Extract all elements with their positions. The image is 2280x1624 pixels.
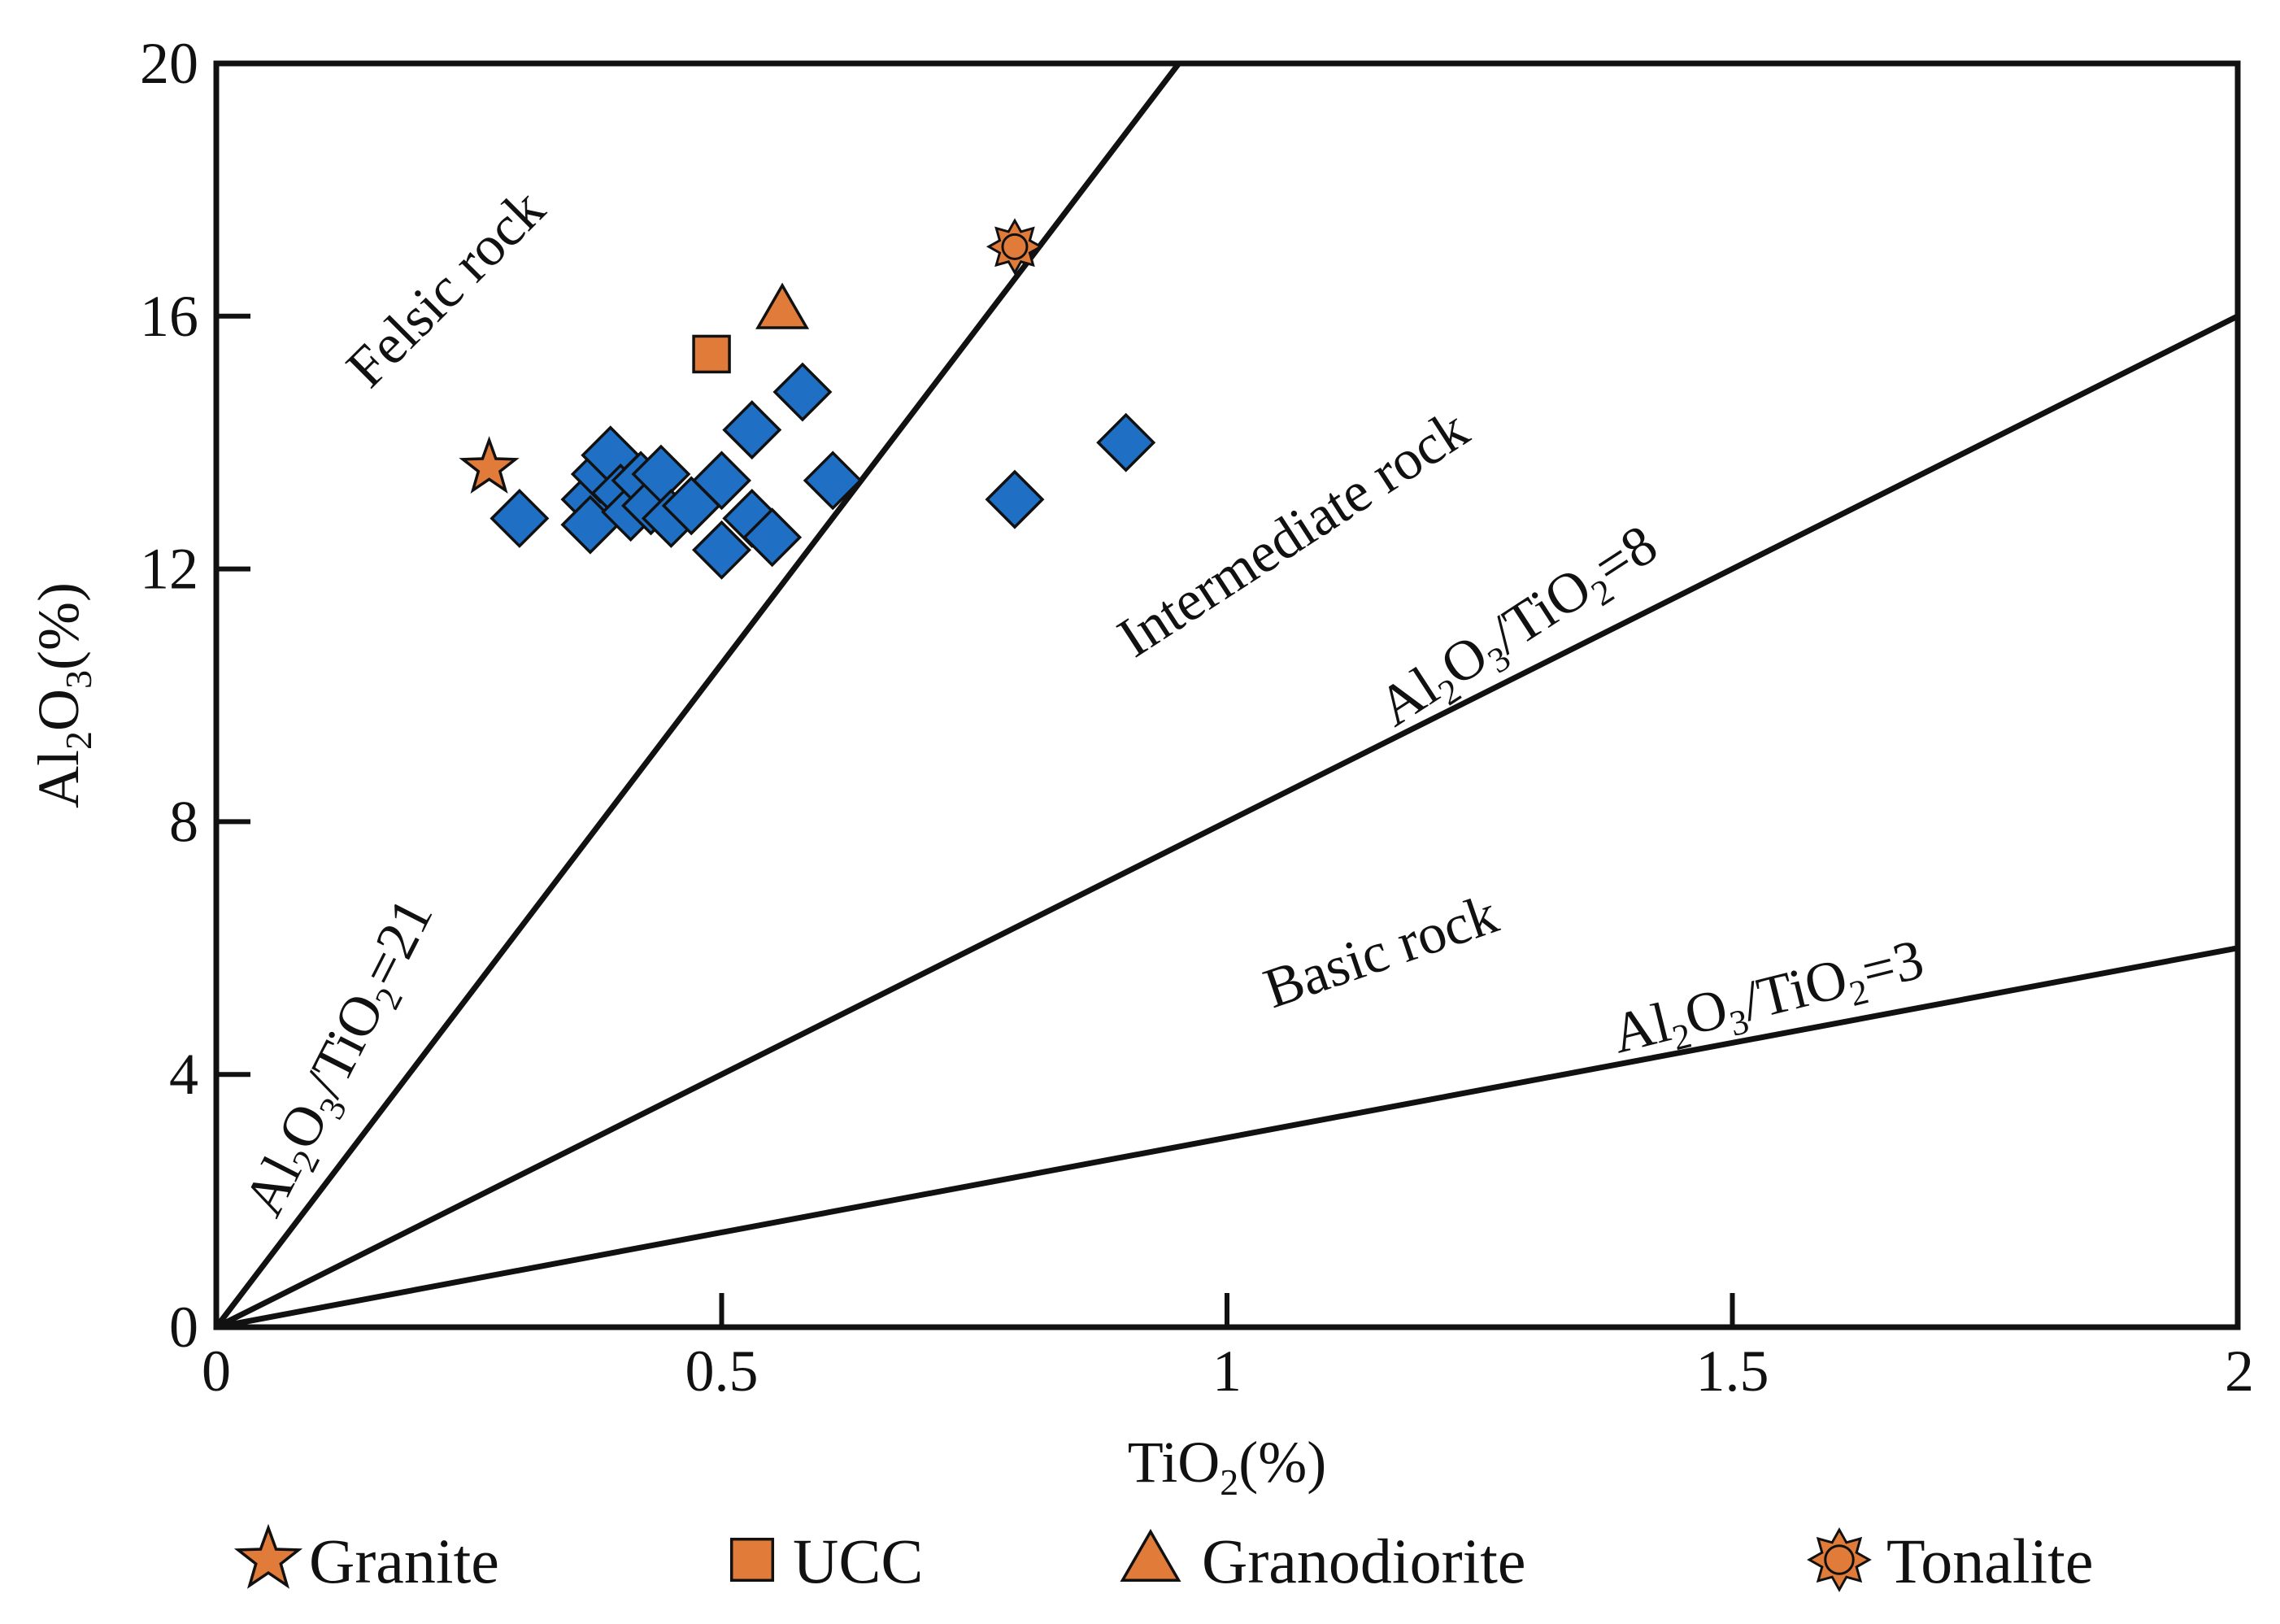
y-tick-label: 0 (169, 1295, 198, 1360)
sample-point (722, 400, 782, 460)
ratio-label-3: Al2O3/TiO2=3 (1606, 928, 1931, 1072)
reference-point-tonalite (986, 218, 1044, 276)
legend-marker-granodiorite (1120, 1528, 1181, 1583)
ratio-label-8: Al2O3/TiO2=8 (1368, 513, 1672, 744)
reference-point-granite (459, 436, 520, 494)
x-tick-label: 1 (1212, 1339, 1242, 1404)
ratio-line-21 (214, 61, 1181, 1330)
legend-marker-tonalite-core (1824, 1544, 1855, 1575)
x-tick-label: 1.5 (1696, 1339, 1769, 1404)
sample-point (692, 451, 751, 511)
y-axis-title: Al2O3(%) (26, 582, 99, 808)
y-tick-label: 16 (140, 284, 198, 349)
ratio-line-3 (215, 945, 2239, 1330)
sample-point (1096, 412, 1156, 472)
y-tick-label: 12 (140, 537, 198, 602)
y-tick-label: 4 (169, 1042, 198, 1107)
sample-point (772, 362, 833, 422)
legend-marker-tonalite (1807, 1527, 1872, 1592)
x-tick-label: 0 (202, 1339, 231, 1404)
legend-label-tonalite: Tonalite (1886, 1526, 2093, 1596)
x-tick-label: 2 (2225, 1339, 2254, 1404)
data-points (459, 218, 1156, 580)
reference-point-ucc (692, 334, 731, 374)
region-label-felsic: Felsic rock (335, 177, 557, 399)
ratio-line-8 (215, 313, 2239, 1330)
reference-point-granodiorite (755, 282, 810, 329)
ratio-lines (214, 61, 2239, 1330)
x-axis-title: TiO2(%) (1128, 1430, 1326, 1503)
legend-marker-ucc (729, 1537, 775, 1583)
legend-label-ucc: UCC (793, 1526, 923, 1596)
reference-point-tonalite-core (1001, 233, 1029, 260)
sample-point (742, 507, 803, 568)
region-label-basic: Basic rock (1256, 882, 1505, 1021)
sample-point (490, 488, 550, 548)
sample-point (985, 469, 1045, 529)
legend-label-granodiorite: Granodiorite (1202, 1526, 1526, 1596)
legend-label-granite: Granite (309, 1526, 499, 1596)
legend-marker-granite (233, 1523, 303, 1589)
sample-point (803, 451, 863, 511)
x-tick-label: 0.5 (685, 1339, 759, 1404)
y-tick-label: 8 (169, 789, 198, 854)
sample-point (692, 520, 751, 580)
region-label-intermediate: Intermediate rock (1107, 398, 1480, 669)
legend: Granite UCC Granodiorite Tonalite (233, 1523, 2093, 1596)
y-tick-label: 20 (140, 31, 198, 96)
